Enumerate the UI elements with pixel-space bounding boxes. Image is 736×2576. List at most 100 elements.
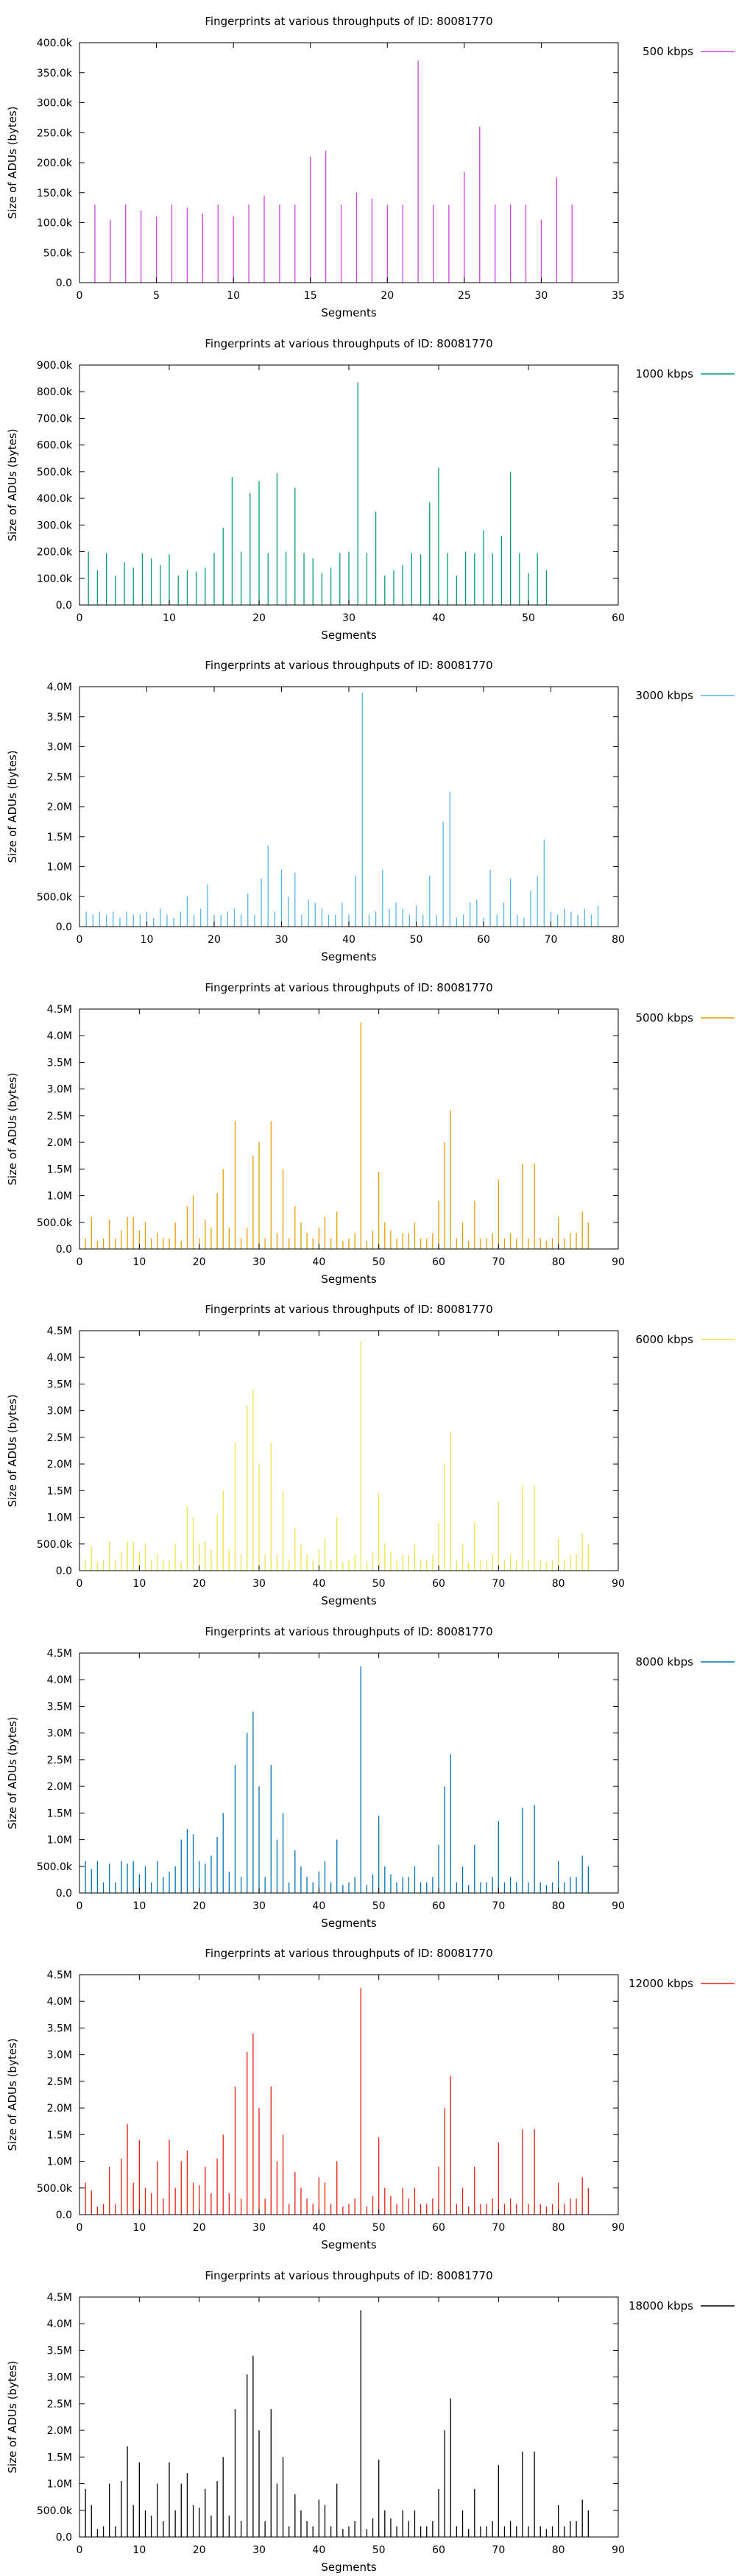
- y-tick-label: 4.0M: [47, 1030, 72, 1042]
- x-tick-label: 80: [552, 2544, 565, 2556]
- y-tick-label: 2.5M: [47, 1754, 72, 1766]
- y-tick-label: 3.5M: [47, 1701, 72, 1713]
- y-tick-label: 500.0k: [37, 2505, 73, 2516]
- y-tick-label: 3.0M: [47, 1727, 72, 1739]
- x-tick-label: 60: [432, 1900, 445, 1912]
- x-tick-label: 60: [477, 934, 490, 946]
- x-tick-label: 30: [342, 612, 355, 624]
- x-tick-label: 90: [612, 2222, 625, 2234]
- y-tick-label: 2.5M: [47, 1110, 72, 1122]
- y-tick-label: 500.0k: [37, 1217, 73, 1228]
- chart-panel-6: Fingerprints at various throughputs of I…: [6, 1947, 735, 2251]
- bar-series: [85, 693, 599, 927]
- x-tick-label: 50: [372, 1256, 386, 1268]
- y-tick-label: 3.0M: [47, 1406, 72, 1418]
- y-tick-label: 1.0M: [47, 1834, 72, 1846]
- x-tick-label: 50: [372, 1578, 386, 1590]
- y-tick-label: 3.5M: [47, 1057, 72, 1069]
- chart-panel-7: Fingerprints at various throughputs of I…: [6, 2269, 735, 2574]
- x-tick-label: 25: [458, 290, 471, 302]
- y-tick-label: 3.0M: [47, 742, 72, 754]
- y-tick-label: 2.5M: [47, 2076, 72, 2088]
- x-tick-label: 30: [275, 934, 289, 946]
- x-tick-label: 80: [552, 1900, 565, 1912]
- x-tick-label: 40: [312, 2544, 325, 2556]
- y-tick-label: 3.0M: [47, 1083, 72, 1095]
- bar-series: [85, 1341, 589, 1571]
- bar-series: [85, 2310, 589, 2537]
- y-tick-label: 100.0k: [37, 218, 73, 230]
- x-tick-label: 60: [432, 1256, 445, 1268]
- y-tick-label: 4.5M: [47, 1326, 72, 1337]
- y-tick-label: 0.0: [56, 2532, 72, 2544]
- y-tick-label: 0.0: [56, 921, 72, 933]
- y-tick-label: 1.0M: [47, 1512, 72, 1524]
- y-tick-label: 0.0: [56, 1565, 72, 1577]
- legend-label: 1000 kbps: [636, 367, 694, 381]
- y-tick-label: 2.5M: [47, 1432, 72, 1444]
- x-tick-label: 0: [77, 1900, 83, 1912]
- x-tick-label: 70: [492, 1900, 505, 1912]
- legend-label: 8000 kbps: [636, 1655, 694, 1669]
- x-tick-label: 80: [552, 1578, 565, 1590]
- x-tick-label: 30: [252, 1900, 266, 1912]
- x-tick-label: 0: [77, 612, 83, 624]
- y-tick-label: 700.0k: [37, 413, 73, 425]
- x-tick-label: 60: [432, 1578, 445, 1590]
- x-axis-label: Segments: [321, 2238, 377, 2251]
- chart-panel-1: Fingerprints at various throughputs of I…: [6, 337, 735, 642]
- y-tick-label: 3.0M: [47, 2371, 72, 2383]
- chart-panel-4: Fingerprints at various throughputs of I…: [6, 1303, 735, 1607]
- x-tick-label: 70: [492, 1578, 505, 1590]
- x-tick-label: 10: [132, 1256, 146, 1268]
- x-tick-label: 0: [77, 2544, 83, 2556]
- chart-panel-3: Fingerprints at various throughputs of I…: [6, 981, 735, 1286]
- x-tick-label: 30: [252, 1256, 266, 1268]
- bar-series: [85, 1022, 589, 1249]
- x-tick-label: 0: [77, 1256, 83, 1268]
- y-axis-label: Size of ADUs (bytes): [6, 2360, 19, 2473]
- chart-title: Fingerprints at various throughputs of I…: [205, 1947, 492, 1960]
- y-tick-label: 500.0k: [37, 2183, 73, 2195]
- chart-title: Fingerprints at various throughputs of I…: [205, 981, 492, 994]
- y-tick-label: 2.5M: [47, 771, 72, 783]
- x-tick-label: 10: [132, 2222, 146, 2234]
- y-tick-label: 1.5M: [47, 1808, 72, 1819]
- x-tick-label: 10: [141, 934, 154, 946]
- y-tick-label: 4.0M: [47, 682, 72, 693]
- x-tick-label: 20: [193, 1256, 206, 1268]
- y-tick-label: 150.0k: [37, 188, 73, 199]
- y-tick-label: 0.0: [56, 277, 72, 289]
- x-tick-label: 0: [77, 1578, 83, 1590]
- x-tick-label: 90: [612, 1256, 625, 1268]
- x-tick-label: 30: [252, 2544, 266, 2556]
- x-tick-label: 30: [252, 2222, 266, 2234]
- y-tick-label: 100.0k: [37, 573, 73, 584]
- y-tick-label: 3.5M: [47, 2345, 72, 2357]
- y-tick-label: 200.0k: [37, 546, 73, 558]
- bar-series: [94, 60, 573, 283]
- x-axis-label: Segments: [321, 1917, 377, 1930]
- y-tick-label: 500.0k: [37, 1539, 73, 1551]
- chart-title: Fingerprints at various throughputs of I…: [205, 1625, 492, 1638]
- legend-label: 3000 kbps: [636, 689, 694, 702]
- x-tick-label: 90: [612, 2544, 625, 2556]
- x-tick-label: 20: [193, 1900, 206, 1912]
- y-tick-label: 3.0M: [47, 2050, 72, 2062]
- y-axis-label: Size of ADUs (bytes): [6, 1394, 19, 1507]
- y-tick-label: 2.0M: [47, 1137, 72, 1149]
- x-tick-label: 20: [193, 1578, 206, 1590]
- x-tick-label: 20: [252, 612, 266, 624]
- chart-panel-0: Fingerprints at various throughputs of I…: [6, 15, 735, 319]
- x-tick-label: 70: [492, 1256, 505, 1268]
- x-tick-label: 40: [432, 612, 445, 624]
- legend-label: 6000 kbps: [636, 1333, 694, 1346]
- y-tick-label: 4.5M: [47, 1970, 72, 1981]
- y-tick-label: 0.0: [56, 2209, 72, 2221]
- y-tick-label: 0.0: [56, 1888, 72, 1900]
- x-tick-label: 10: [132, 2544, 146, 2556]
- x-tick-label: 35: [612, 290, 625, 302]
- x-tick-label: 40: [312, 1578, 325, 1590]
- y-tick-label: 50.0k: [43, 247, 73, 259]
- x-tick-label: 50: [522, 612, 535, 624]
